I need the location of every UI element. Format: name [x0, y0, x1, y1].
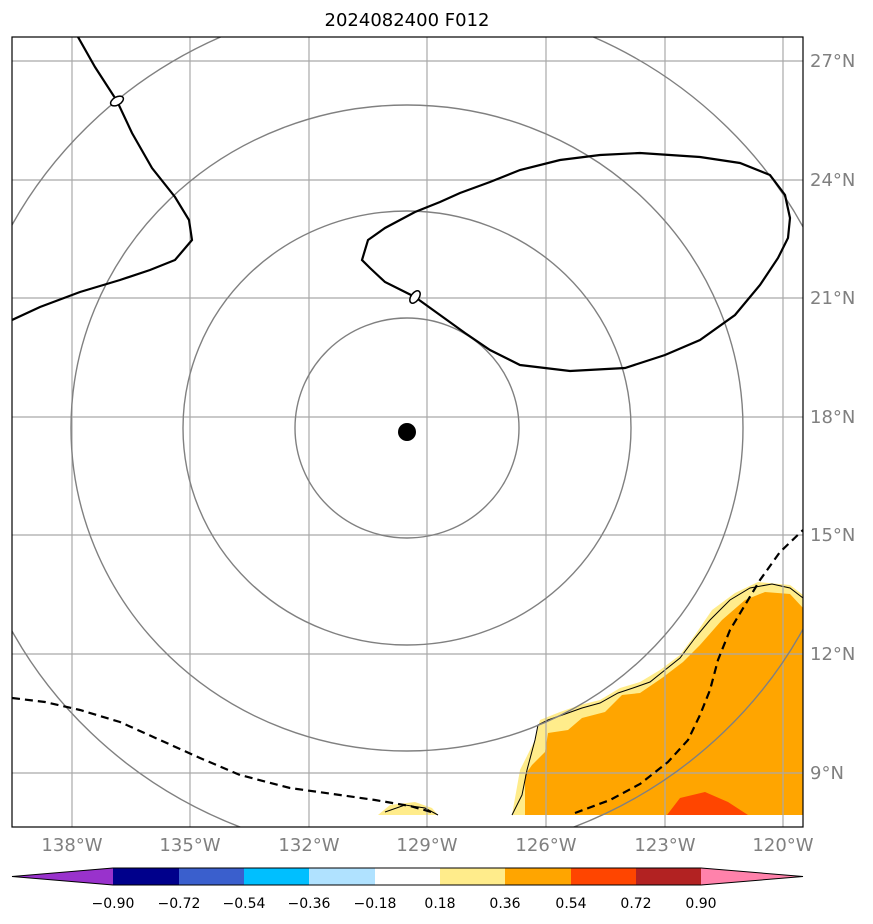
lon-label: 135°W	[159, 835, 220, 856]
range-ring-1	[294, 317, 520, 539]
colorbar-segment	[244, 868, 309, 885]
fill-small-yellow	[378, 802, 438, 815]
colorbar-tick-label: 0.90	[685, 896, 716, 912]
dashed-contour-southeast	[574, 529, 803, 815]
range-ring-3	[70, 104, 744, 752]
graticule	[12, 37, 803, 827]
colorbar	[11, 867, 804, 886]
positive-anomaly-fill	[378, 582, 803, 815]
colorbar-outline	[11, 867, 804, 886]
colorbar-segment	[375, 868, 440, 885]
colorbar-segment	[440, 868, 505, 885]
solid-contours	[12, 37, 792, 373]
colorbar-segment	[505, 868, 571, 885]
lon-label: 120°W	[752, 835, 813, 856]
lat-label: 21°N	[810, 288, 855, 309]
storm-center-marker	[398, 423, 416, 441]
colorbar-tick-label: 0.54	[555, 896, 586, 912]
lat-label: 27°N	[810, 51, 855, 72]
colorbar-tick-label: 0.18	[424, 896, 455, 912]
contour-label-marker	[109, 95, 125, 107]
colorbar-segment	[309, 868, 375, 885]
map-title: 2024082400 F012	[325, 10, 490, 31]
contour-label-marker	[409, 290, 421, 304]
lon-label: 123°W	[634, 835, 695, 856]
lat-label: 18°N	[810, 407, 855, 428]
colorbar-segment	[179, 868, 244, 885]
lat-label: 12°N	[810, 644, 855, 665]
lat-label: 24°N	[810, 170, 855, 191]
colorbar-tick-label: −0.36	[288, 896, 331, 912]
colorbar-extend-max	[701, 868, 803, 885]
dashed-contours	[12, 529, 803, 815]
thin-contour	[511, 583, 803, 816]
colorbar-tick-label: 0.36	[489, 896, 520, 912]
lat-label: 15°N	[810, 525, 855, 546]
colorbar-segment	[636, 868, 701, 885]
lon-label: 138°W	[41, 835, 102, 856]
longitude-labels: 138°W 135°W 132°W 129°W 126°W 123°W 120°…	[41, 835, 813, 856]
colorbar-segment	[113, 868, 179, 885]
lon-label: 129°W	[396, 835, 457, 856]
contour-closed-north	[360, 151, 792, 373]
map-area	[12, 37, 803, 827]
lon-label: 132°W	[278, 835, 339, 856]
colorbar-tick-label: −0.54	[223, 896, 266, 912]
map-frame	[11, 36, 804, 828]
colorbar-tick-label: −0.90	[92, 896, 135, 912]
latitude-labels: 27°N 24°N 21°N 18°N 15°N 12°N 9°N	[810, 51, 855, 784]
range-ring-2	[182, 210, 632, 646]
contour-northwest	[12, 37, 194, 321]
colorbar-tick-label: 0.72	[620, 896, 651, 912]
dashed-contour-southwest	[12, 696, 436, 815]
colorbar-extend-min	[12, 868, 113, 885]
colorbar-tick-labels: −0.90 −0.72 −0.54 −0.36 −0.18 0.18 0.36 …	[92, 896, 717, 912]
colorbar-tick-label: −0.18	[354, 896, 397, 912]
lat-label: 9°N	[810, 763, 844, 784]
range-rings	[12, 37, 803, 827]
lon-label: 126°W	[515, 835, 576, 856]
fill-red	[667, 792, 748, 815]
colorbar-tick-label: −0.72	[158, 896, 201, 912]
colorbar-segment	[571, 868, 636, 885]
fill-orange	[525, 592, 803, 815]
